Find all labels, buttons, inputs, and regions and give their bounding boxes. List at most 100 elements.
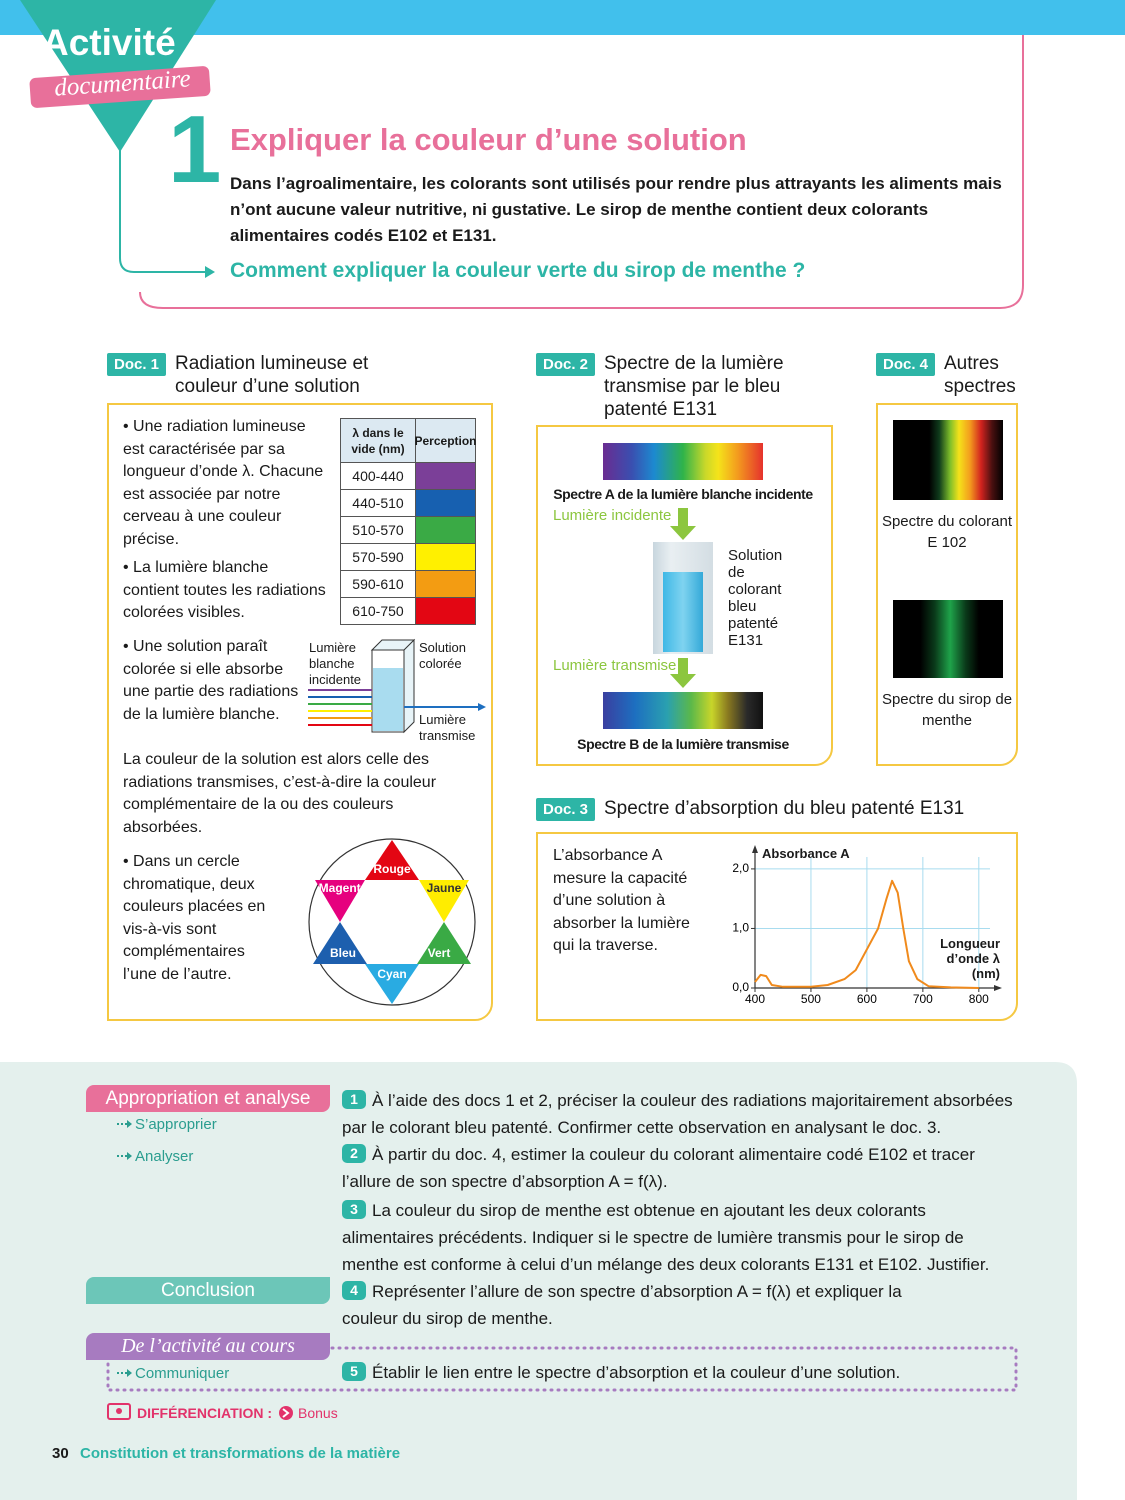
diagram-label: Lumière blanche incidente (309, 640, 362, 687)
wheel-label: Jaune (427, 881, 462, 895)
activity-number: 1 (168, 96, 222, 203)
doc-frame (536, 425, 833, 766)
paragraph: • La lumière blanche contient toutes les… (123, 559, 326, 622)
y-tick-label: 0,0 (732, 980, 749, 994)
y-axis-title: Absorbance A (762, 846, 850, 861)
doc-frame (107, 403, 493, 1021)
doc-frame (536, 832, 1018, 1021)
wheel-label: Rouge (373, 862, 411, 876)
wheel-label: Cyan (377, 967, 406, 981)
spectrum (893, 420, 1003, 500)
spectrum-caption: Spectre du colorant E 102 (881, 513, 1013, 551)
table-cell: 570-590 (340, 543, 416, 571)
badge-sub-bg (29, 66, 211, 108)
question-number: 3 (342, 1200, 366, 1219)
cuvette-photo (653, 542, 713, 654)
color-swatch (415, 597, 476, 625)
spectrum (603, 692, 763, 729)
question-text: Établir le lien entre le spectre d’absor… (372, 1363, 901, 1382)
wheel-label: Magenta (319, 881, 368, 895)
table-cell: 400-440 (340, 462, 416, 490)
wavelength-table: λ dans le vide (nm) Perception 400-440 440-… (340, 418, 477, 625)
cuvette-diagram (308, 638, 486, 734)
intro-frame (139, 35, 1024, 309)
wheel-label: Vert (428, 946, 451, 960)
y-tick-label: 1,0 (732, 921, 749, 935)
doc-title: Autres spectres (944, 353, 1016, 397)
doc-title: Spectre d’absorption du bleu patenté E13… (604, 798, 965, 819)
section-label: De l’activité au cours (86, 1333, 330, 1360)
solution-label: Solution de colorant bleu patenté E131 (728, 547, 783, 649)
spectrum-caption: Spectre B de la lumière transmise (577, 736, 789, 752)
x-tick-label: 700 (913, 992, 933, 1006)
question-text: À l’aide des docs 1 et 2, préciser la co… (342, 1091, 1013, 1137)
spectrum-caption: Spectre du sirop de menthe (881, 691, 1013, 729)
x-axis-title: Longueur d’onde λ (nm) (940, 936, 1000, 981)
question-number: 1 (342, 1090, 366, 1109)
y-tick-label: 2,0 (732, 861, 749, 875)
table-cell: λ dans le vide (nm) (340, 418, 416, 463)
question-item: 3 La couleur du sirop de menthe est obten… (342, 1197, 1022, 1278)
question-text: Représenter l’allure de son spectre d’ab… (342, 1282, 902, 1328)
x-tick-label: 800 (969, 992, 989, 1006)
arrow-head (205, 266, 215, 278)
x-tick-label: 500 (801, 992, 821, 1006)
dotted-frame (106, 1346, 1018, 1392)
color-swatch (415, 462, 476, 490)
bonus-link[interactable]: Bonus (298, 1405, 338, 1421)
table-cell: 510-570 (340, 516, 416, 544)
table-cell: 440-510 (340, 489, 416, 517)
color-swatch (415, 543, 476, 571)
paragraph: L’absorbance A mesure la capacité d’une … (553, 847, 690, 955)
paragraph: • Dans un cercle chromatique, deux coule… (123, 853, 266, 983)
skill: Analyser (117, 1148, 193, 1165)
table-cell: 590-610 (340, 570, 416, 598)
wheel-label: Bleu (330, 946, 356, 960)
questions-panel (0, 1062, 1077, 1500)
diagram-label: Lumière transmise (419, 712, 476, 743)
spectrum (893, 600, 1003, 678)
paragraph: La couleur de la solution est alors cell… (123, 751, 437, 836)
absorption-chart: 0,0 1,0 2,0 400 500 600 700 800 (732, 845, 1002, 1006)
doc-label: Doc. 4 (876, 353, 936, 376)
paragraph: • Une radiation lumineuse est caractéris… (123, 418, 324, 548)
flow-label: Lumière transmise (553, 657, 677, 674)
doc-title: Radiation lumineuse et couleur d’une sol… (175, 353, 369, 397)
section-label: Conclusion (86, 1277, 330, 1304)
axis-arrow (994, 985, 1002, 991)
flow-arrows (670, 508, 696, 688)
question-number: 2 (342, 1144, 366, 1163)
question-number: 5 (342, 1362, 366, 1381)
doc-label: Doc. 1 (107, 353, 167, 376)
question-number: 4 (342, 1281, 366, 1300)
question-text: À partir du doc. 4, estimer la couleur d… (342, 1145, 975, 1191)
x-tick-label: 400 (745, 992, 765, 1006)
title: Expliquer la couleur d’une solution (230, 122, 747, 157)
absorbance-curve (754, 879, 979, 989)
table-cell: Perception (415, 418, 477, 463)
doc-label: Doc. 3 (536, 798, 596, 821)
flow-label: Lumière incidente (553, 507, 672, 524)
question-item: 4 Représenter l’allure de son spectre d’a… (342, 1278, 952, 1332)
diff-icon (107, 1403, 293, 1420)
color-swatch (415, 516, 476, 544)
differentiation: DIFFÉRENCIATION : (137, 1405, 273, 1421)
intro: Dans l’agroalimentaire, les colorants so… (230, 174, 1002, 245)
question: Comment expliquer la couleur verte du si… (230, 259, 806, 282)
page-number: 30 (52, 1445, 69, 1462)
skill: S’approprier (117, 1116, 217, 1133)
color-wheel: Rouge Jaune Vert Cyan Bleu Magenta (308, 838, 476, 1006)
connector (119, 140, 205, 273)
section-label: Appropriation et analyse (86, 1085, 330, 1112)
doc-frame (876, 403, 1018, 766)
doc-label: Doc. 2 (536, 353, 596, 376)
diagram-label: Solution colorée (419, 640, 466, 671)
x-tick-label: 600 (857, 992, 877, 1006)
question-text: La couleur du sirop de menthe est obtenu… (342, 1201, 990, 1274)
paragraph: • Une solution paraît colorée si elle ab… (123, 638, 299, 723)
spectrum (603, 443, 763, 480)
